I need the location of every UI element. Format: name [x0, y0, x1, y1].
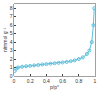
- svg-text:3: 3: [10, 47, 13, 53]
- svg-text:0.8: 0.8: [75, 78, 82, 84]
- svg-text:5: 5: [10, 30, 13, 36]
- svg-text:6: 6: [10, 22, 13, 28]
- svg-text:0.6: 0.6: [59, 78, 66, 84]
- svg-text:7: 7: [10, 13, 13, 19]
- svg-text:1: 1: [94, 78, 97, 84]
- svg-text:n/mmol g⁻¹: n/mmol g⁻¹: [2, 28, 8, 53]
- svg-text:p/p°: p/p°: [50, 84, 59, 90]
- svg-text:2: 2: [10, 56, 13, 62]
- svg-text:0: 0: [10, 73, 13, 79]
- svg-text:0.4: 0.4: [43, 78, 50, 84]
- svg-text:1: 1: [10, 64, 13, 70]
- svg-text:0.2: 0.2: [27, 78, 34, 84]
- svg-text:4: 4: [10, 39, 13, 45]
- svg-text:0: 0: [13, 78, 16, 84]
- svg-text:8: 8: [10, 5, 13, 11]
